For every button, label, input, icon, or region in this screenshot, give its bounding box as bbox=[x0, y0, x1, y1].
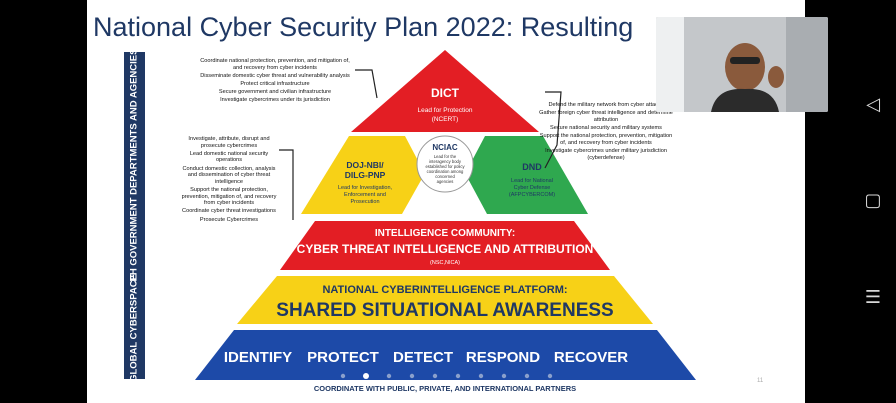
intel-band bbox=[280, 221, 610, 270]
footer-text: COORDINATE WITH PUBLIC, PRIVATE, AND INT… bbox=[314, 384, 576, 393]
dnd-responsibilities: Defend the military network from cyber a… bbox=[536, 102, 676, 163]
nciac-d3: established for policy bbox=[425, 164, 465, 169]
dict-sub1: Lead for Protection bbox=[418, 107, 473, 114]
nciac-d2: interagency body bbox=[429, 159, 462, 164]
list-item: Coordinate national protection, preventi… bbox=[200, 58, 350, 71]
nciac-d5: concerned bbox=[435, 174, 455, 179]
function-detect: DETECT bbox=[393, 349, 453, 366]
doj-sub2: Enforcement and bbox=[344, 192, 386, 198]
doj-name1: DOJ-NBI/ bbox=[346, 160, 384, 170]
list-item: Support the national protection, prevent… bbox=[539, 133, 673, 146]
intel-line1: INTELLIGENCE COMMUNITY: bbox=[375, 228, 515, 239]
home-icon[interactable]: ▢ bbox=[864, 190, 882, 211]
doj-triangle bbox=[301, 136, 446, 214]
presenter-video[interactable] bbox=[656, 17, 828, 112]
dict-name: DICT bbox=[431, 86, 460, 100]
list-item: Support the national protection, prevent… bbox=[181, 186, 277, 207]
nciac-circle bbox=[416, 135, 474, 193]
dnd-sub3: (AFPCYBERCOM) bbox=[509, 192, 555, 198]
list-item: Secure government and civilian infrastru… bbox=[218, 89, 332, 96]
doj-sub3: Prosecution bbox=[350, 199, 379, 205]
slide-title: National Cyber Security Plan 2022: Resul… bbox=[93, 12, 634, 42]
function-identify: IDENTIFY bbox=[224, 349, 292, 366]
android-navigation-bar: ◁ ▢ ☰ bbox=[850, 0, 896, 403]
presenter-avatar bbox=[656, 17, 828, 112]
nciac-d6: agencies bbox=[437, 179, 454, 184]
functions-band bbox=[195, 330, 696, 380]
platform-band bbox=[237, 276, 653, 324]
dnd-sub2: Cyber Defense bbox=[514, 185, 551, 191]
list-item: Gather foreign cyber threat intelligence… bbox=[539, 110, 673, 123]
back-icon[interactable]: ◁ bbox=[866, 94, 880, 115]
dnd-triangle bbox=[445, 136, 588, 214]
nciac-d1: Lead for the bbox=[434, 154, 457, 159]
list-item: Investigate, attribute, disrupt and pros… bbox=[188, 136, 270, 149]
function-protect: PROTECT bbox=[307, 349, 379, 366]
dict-sub2: (NCERT) bbox=[432, 116, 459, 123]
platform-line2: SHARED SITUATIONAL AWARENESS bbox=[276, 300, 613, 321]
list-item: Investigate cybercrimes under its jurisd… bbox=[220, 97, 330, 104]
doj-name2: DILG-PNP bbox=[345, 170, 386, 180]
doj-sub1: Lead for Investigation, bbox=[338, 185, 393, 191]
dict-responsibilities: Coordinate national protection, preventi… bbox=[195, 58, 355, 106]
list-item: Disseminate domestic cyber threat and vu… bbox=[200, 72, 350, 79]
function-recover: RECOVER bbox=[554, 349, 628, 366]
intel-line3: (NSC,NICA) bbox=[430, 260, 460, 266]
nciac-d4: coordination among bbox=[427, 169, 464, 174]
nciac-name: NCIAC bbox=[432, 143, 458, 152]
recent-apps-icon[interactable]: ☰ bbox=[864, 287, 882, 308]
pyramid-diagram: DICT Lead for Protection (NCERT) DOJ-NBI… bbox=[195, 50, 696, 393]
list-item: Protect critical infrastructure bbox=[240, 80, 310, 87]
side-bar bbox=[124, 52, 145, 379]
intel-line2: CYBER THREAT INTELLIGENCE AND ATTRIBUTIO… bbox=[297, 242, 594, 256]
list-item: Prosecute Cybercrimes bbox=[199, 216, 259, 223]
dnd-sub1: Lead for National bbox=[511, 178, 553, 184]
slide-progress-dots bbox=[340, 373, 553, 379]
platform-line1: NATIONAL CYBERINTELLIGENCE PLATFORM: bbox=[322, 284, 567, 296]
dict-triangle bbox=[351, 50, 539, 132]
list-item: Secure national security and military sy… bbox=[550, 124, 662, 131]
dnd-name: DND bbox=[522, 162, 542, 172]
function-respond: RESPOND bbox=[466, 349, 540, 366]
list-item: Defend the military network from cyber a… bbox=[548, 102, 664, 108]
page-number: 11 bbox=[757, 378, 764, 384]
list-item: Lead domestic national security operatio… bbox=[189, 150, 269, 164]
doj-responsibilities: Investigate, attribute, disrupt and pros… bbox=[179, 136, 279, 225]
list-item: Coordinate cyber threat investigations bbox=[182, 208, 276, 215]
list-item: Investigate cybercrimes under military j… bbox=[545, 147, 667, 161]
list-item: Conduct domestic collection, analysis an… bbox=[182, 165, 276, 185]
